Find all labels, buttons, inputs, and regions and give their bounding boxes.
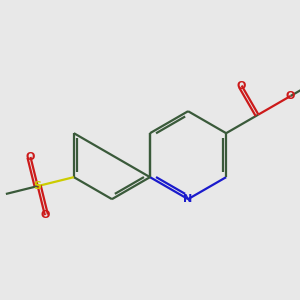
Text: S: S bbox=[34, 181, 42, 191]
Text: O: O bbox=[286, 91, 295, 101]
Text: O: O bbox=[237, 80, 246, 91]
Text: O: O bbox=[26, 152, 35, 162]
Text: O: O bbox=[40, 210, 50, 220]
Text: N: N bbox=[184, 194, 193, 204]
